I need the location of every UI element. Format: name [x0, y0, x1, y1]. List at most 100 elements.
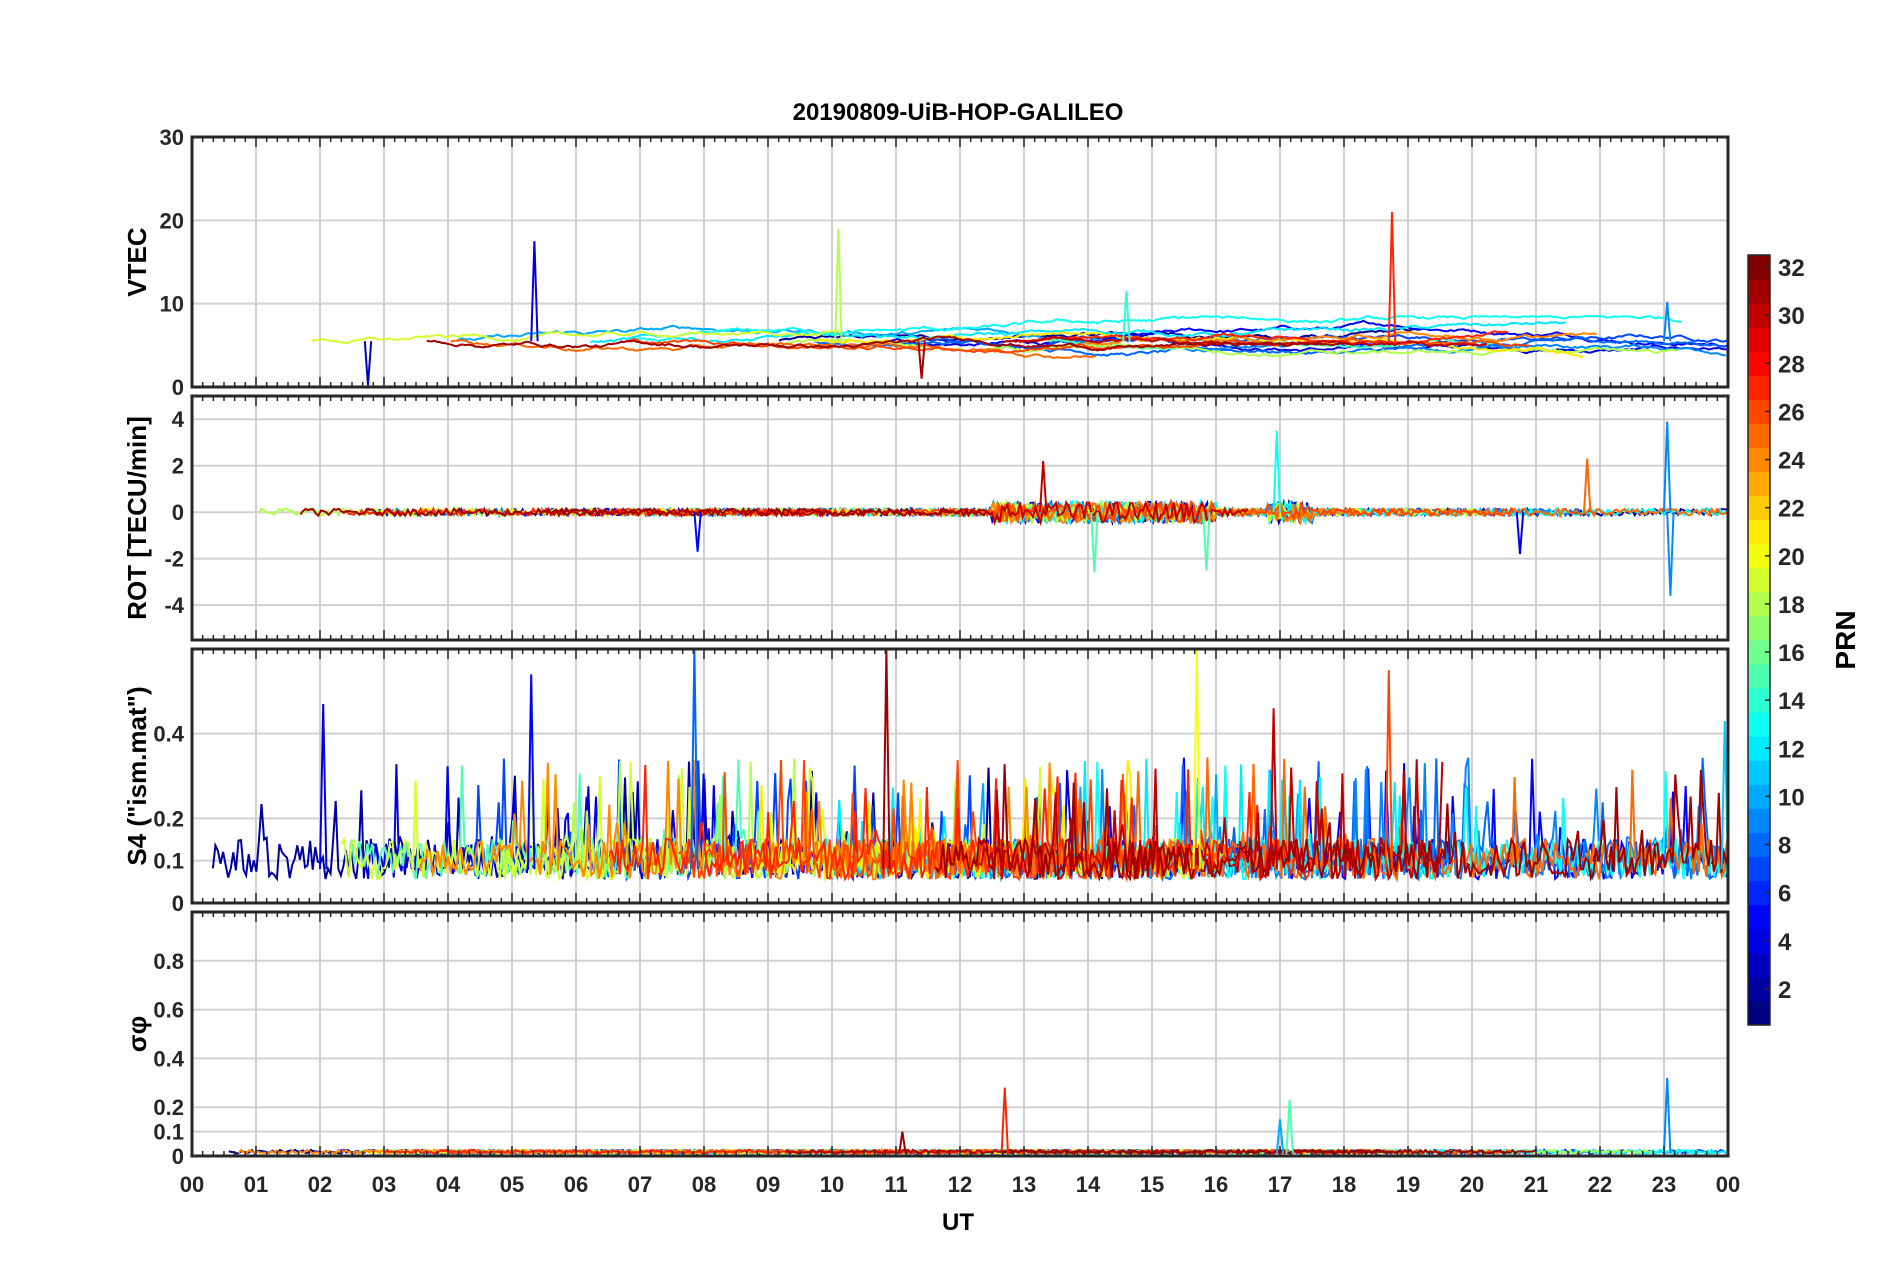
trace-prn-8: [814, 335, 1726, 357]
trace-prn-27: [1018, 330, 1508, 345]
colorbar-tick-label: 22: [1778, 496, 1805, 523]
colorbar-cell: [1748, 1000, 1770, 1026]
spike-prn-9: [1666, 512, 1675, 596]
x-tick-label: 15: [1140, 1172, 1164, 1197]
trace-prn-13: [629, 315, 1682, 342]
colorbar-cell: [1748, 640, 1770, 665]
colorbar-cell: [1748, 399, 1770, 424]
colorbar-cell: [1748, 976, 1770, 1002]
colorbar-tick-label: 32: [1778, 255, 1805, 282]
x-tick-label: 02: [308, 1172, 332, 1197]
spike-prn-27: [1000, 1087, 1009, 1154]
spike-prn-9: [1663, 301, 1672, 342]
spike-prn-30: [1039, 461, 1048, 513]
spike-prn-4: [1515, 512, 1525, 555]
x-tick-label: 22: [1588, 1172, 1612, 1197]
panel-vtec: 0 10 20 30 VTEC: [122, 125, 1730, 400]
data-series: [311, 211, 1728, 386]
colorbar-cell: [1748, 519, 1770, 545]
trace-prn-31: [934, 764, 1728, 882]
y-tick-label: 0: [172, 1144, 184, 1169]
trace-prn-31: [1000, 1148, 1537, 1156]
x-tick-label: 00: [180, 1172, 204, 1197]
y-axis-label: VTEC: [122, 227, 152, 297]
spike-prn-26: [1384, 670, 1393, 870]
x-tick-label: 16: [1204, 1172, 1228, 1197]
spike-prn-5: [693, 512, 702, 552]
colorbar-tick-label: 20: [1778, 544, 1805, 571]
panel-frame: [190, 647, 1730, 905]
colorbar-cell: [1748, 784, 1770, 809]
colorbar-cell: [1748, 447, 1770, 473]
colorbar-cell: [1748, 375, 1770, 400]
y-axis-label: S4 ("ism.mat"): [122, 686, 152, 865]
grid: [192, 912, 1728, 1156]
y-tick-label: 0.4: [153, 722, 184, 747]
colorbar-cell: [1748, 832, 1770, 858]
trace-prn-2: [211, 760, 1057, 882]
spike-prn-15: [1202, 512, 1211, 571]
panel-frame: [190, 394, 1730, 642]
colorbar-cell: [1748, 423, 1770, 448]
x-tick-label: 06: [564, 1172, 588, 1197]
colorbar-tick-label: 6: [1778, 881, 1791, 908]
x-tick-label: 00: [1716, 1172, 1740, 1197]
trace-prn-12: [590, 320, 1567, 344]
colorbar-cell: [1748, 856, 1770, 882]
x-tick-label: 09: [756, 1172, 780, 1197]
colorbar-cell: [1748, 351, 1770, 376]
colorbar-cell: [1748, 327, 1770, 352]
colorbar-tick-label: 4: [1778, 929, 1792, 956]
colorbar-frame: [1747, 254, 1771, 1026]
y-tick-label: 0.1: [153, 849, 184, 874]
panel-frame: [190, 135, 1730, 389]
x-tick-label: 11: [884, 1172, 907, 1197]
spike-prn-4: [319, 704, 328, 870]
colorbar-cell: [1748, 808, 1770, 833]
y-tick-label: 0.2: [153, 1095, 184, 1120]
y-axis-label: σφ: [122, 1016, 152, 1052]
x-tick-label: 20: [1460, 1172, 1484, 1197]
colorbar-label: PRN: [1830, 610, 1861, 669]
x-tick-label: 07: [628, 1172, 652, 1197]
y-tick-label: -2: [164, 547, 184, 572]
x-tick-label: 18: [1332, 1172, 1356, 1197]
y-tick-label: 2: [172, 454, 184, 479]
colorbar-cell: [1748, 952, 1770, 978]
colorbar-tick-label: 28: [1778, 351, 1805, 378]
x-tick-label: 04: [436, 1172, 461, 1197]
x-tick-label: 14: [1076, 1172, 1101, 1197]
spike-prn-30: [1269, 708, 1278, 870]
x-axis-label: UT: [942, 1209, 974, 1236]
colorbar-cell: [1748, 303, 1770, 328]
panel-frame: [190, 910, 1730, 1158]
y-tick-label: 20: [160, 208, 184, 233]
panel-sigma_phi: 00.10.2 0.4 0.6 0.8 σφ: [122, 910, 1730, 1169]
x-tick-label: 01: [244, 1172, 268, 1197]
spike-prn-9: [1663, 1077, 1672, 1154]
colorbar-tick-label: 16: [1778, 640, 1805, 667]
x-tick-label: 17: [1268, 1172, 1292, 1197]
colorbar-cell: [1748, 688, 1770, 713]
y-tick-label: 10: [160, 292, 184, 317]
y-tick-label: -4: [164, 593, 184, 618]
colorbar-cell: [1748, 591, 1770, 617]
y-tick-label: 0: [172, 500, 184, 525]
colorbar-cell: [1748, 712, 1770, 737]
trace-prn-31: [299, 506, 993, 518]
spike-prn-8: [690, 649, 699, 870]
spike-prn-31: [898, 1131, 907, 1154]
y-tick-label: 4: [172, 407, 185, 432]
spike-prn-9: [1663, 421, 1672, 513]
colorbar-tick-label: 2: [1778, 977, 1791, 1004]
spike-prn-4: [530, 241, 539, 342]
x-tick-label: 12: [948, 1172, 972, 1197]
y-tick-label: 0.2: [153, 806, 184, 831]
spike-prn-10: [1275, 1119, 1285, 1154]
spike-prn-3: [363, 341, 373, 386]
trace-prn-26: [678, 759, 1159, 883]
colorbar-tick-label: 12: [1778, 736, 1805, 763]
